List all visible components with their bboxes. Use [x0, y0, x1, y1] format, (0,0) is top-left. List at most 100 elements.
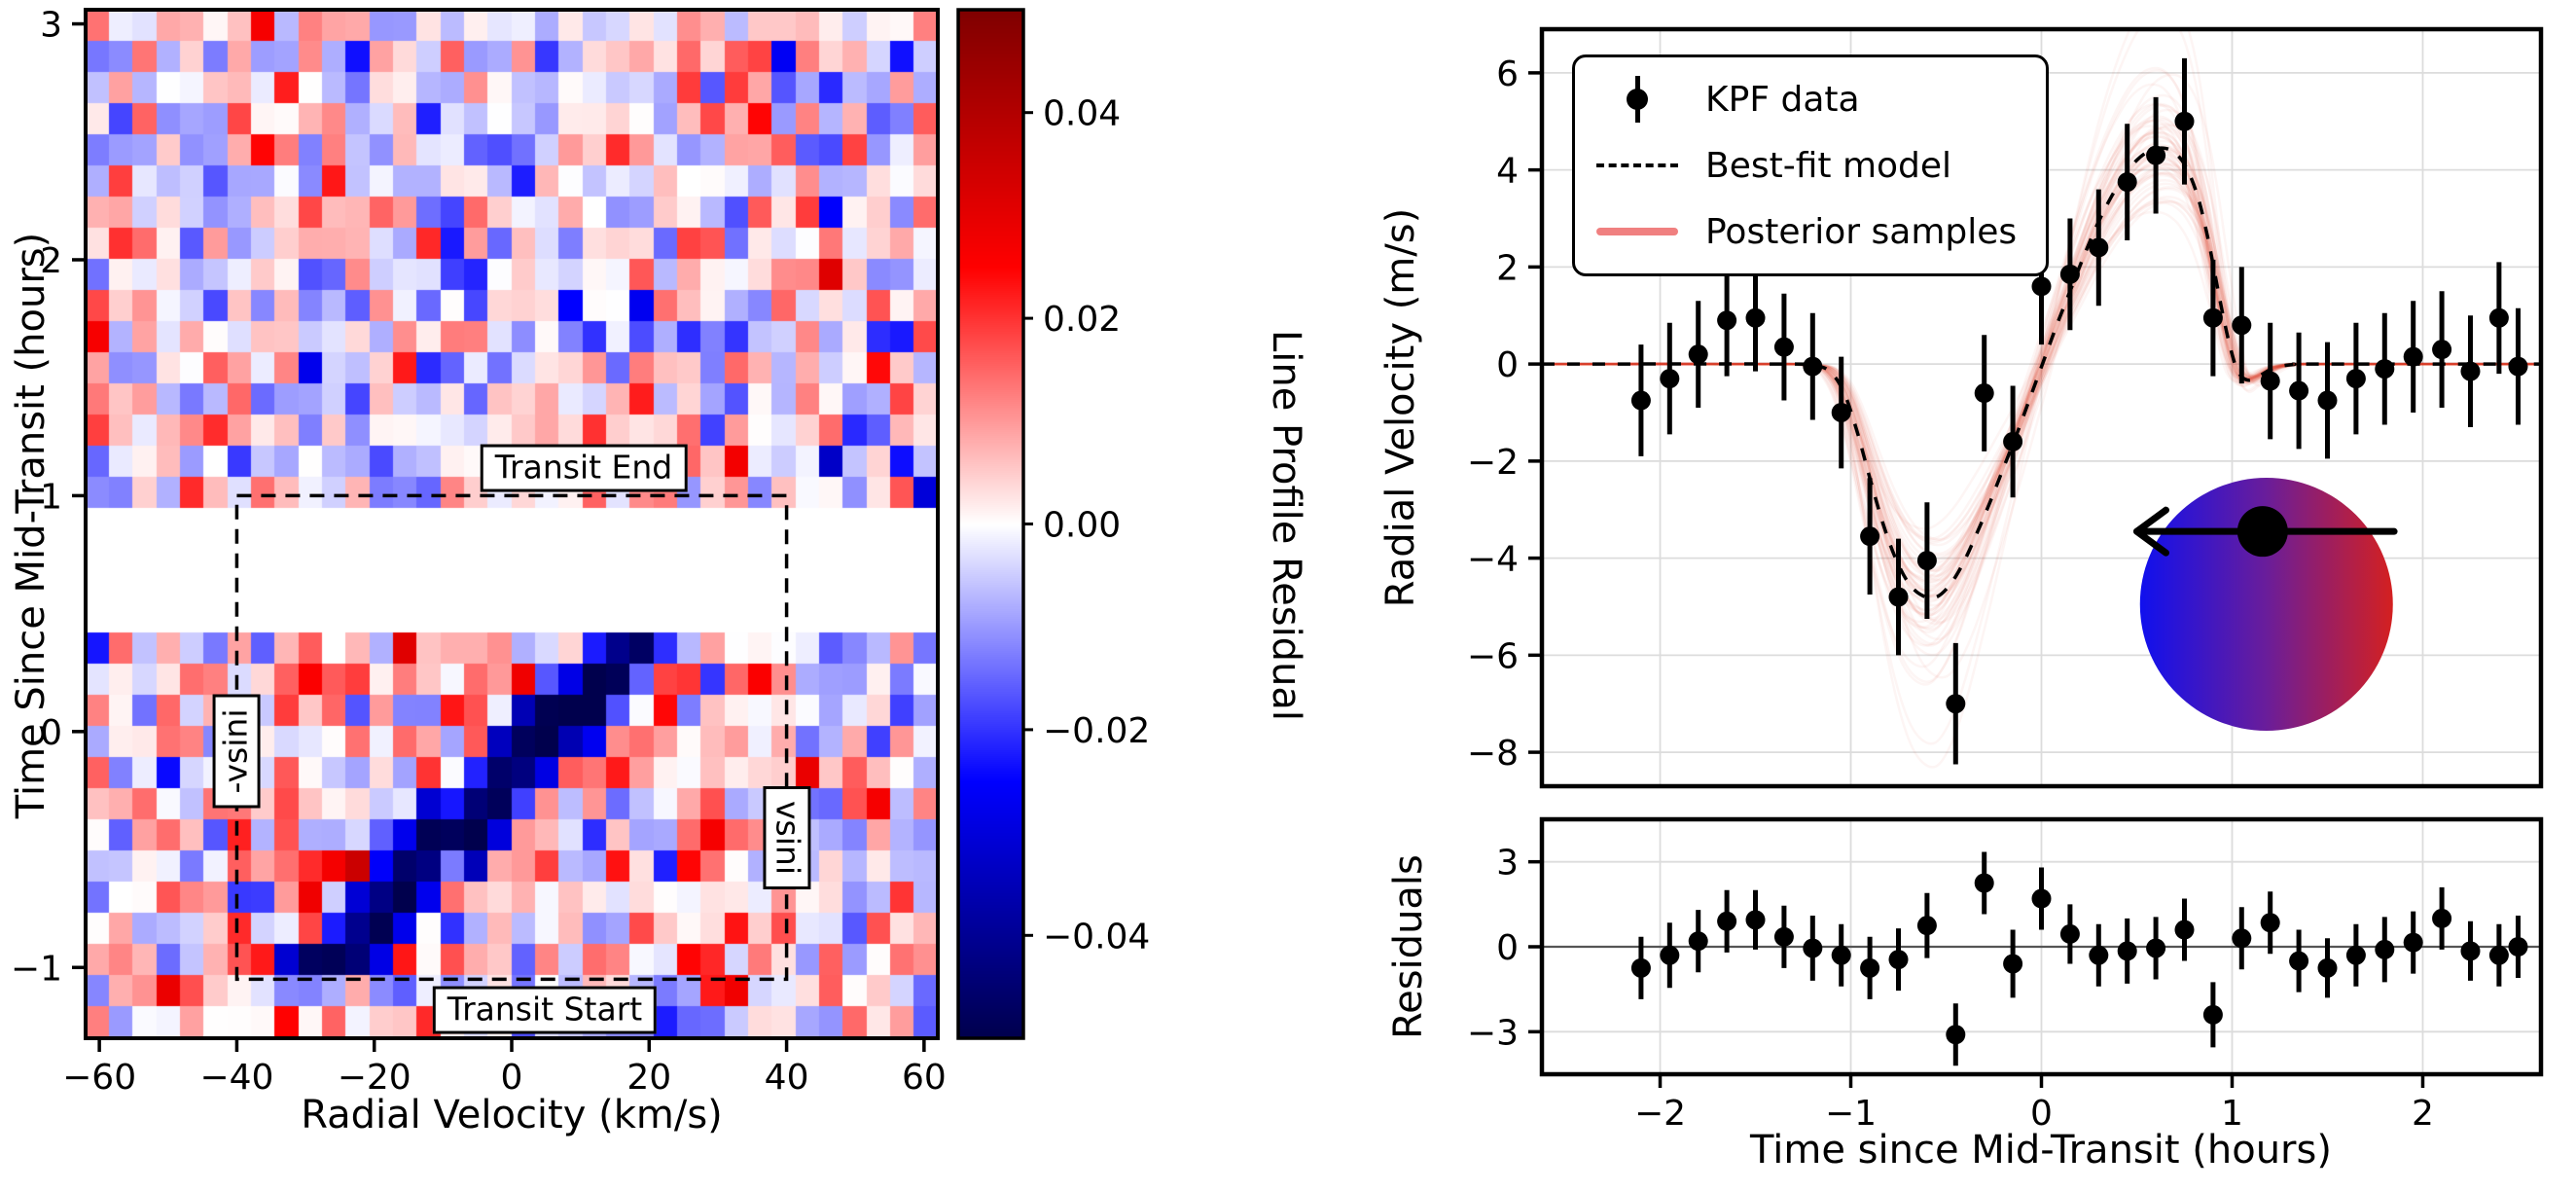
thick-line-icon — [1596, 228, 1678, 235]
y-tick-label: −1 — [11, 949, 62, 989]
rv-data-point — [1745, 307, 1766, 328]
residual-data-point — [1888, 950, 1909, 970]
neg-vsini-annotation: -vsini — [212, 694, 261, 809]
residual-data-point — [2003, 954, 2023, 974]
bottom-x-axis-label: Time since Mid-Transit (hours) — [1750, 1128, 2332, 1173]
x-tick-label: 60 — [902, 1058, 947, 1098]
y-tick-label: 1 — [40, 477, 62, 517]
residual-data-point — [2508, 937, 2528, 956]
rv-data-point — [2003, 431, 2023, 451]
x-tick-label: 40 — [765, 1058, 809, 1098]
y-tick-label: 0 — [40, 713, 62, 753]
rv-data-point — [1860, 526, 1880, 547]
rv-data-point — [2345, 369, 2366, 389]
residual-data-point — [2031, 888, 2052, 909]
x-tick-label: −60 — [62, 1058, 136, 1098]
residual-data-point — [1860, 957, 1880, 978]
colorbar-tick-label: 0.04 — [1043, 94, 1121, 134]
posterior-sample-curve — [1546, 166, 2541, 578]
legend-label: Best-fit model — [1705, 145, 1952, 186]
y-tick-label: 2 — [40, 241, 62, 281]
y-tick-label: 4 — [1496, 152, 1519, 192]
rv-data-point — [2317, 390, 2338, 411]
y-tick-label: −4 — [1467, 540, 1519, 580]
rv-data-point — [2174, 111, 2195, 131]
residual-data-point — [1831, 945, 1851, 965]
rv-data-point — [2375, 359, 2395, 379]
x-tick-label: −20 — [338, 1058, 411, 1098]
rv-data-point — [2232, 315, 2252, 336]
posterior-sample-curve — [1545, 145, 2541, 601]
rv-data-point — [1946, 694, 1966, 714]
residual-data-point — [2289, 951, 2309, 971]
planet-dot-icon — [2236, 506, 2288, 558]
rv-data-point — [2508, 356, 2528, 377]
rv-data-point — [2146, 145, 2166, 165]
residual-data-point — [2174, 920, 2195, 940]
legend-item-posterior-samples: Posterior samples — [1596, 203, 2017, 260]
residual-data-point — [1773, 926, 1794, 947]
star-disk-icon — [2139, 477, 2393, 731]
y-tick-label: 0 — [1496, 345, 1519, 385]
left-x-axis-label: Radial Velocity (km/s) — [301, 1093, 723, 1137]
dashed-line-icon — [1596, 163, 1678, 167]
transit-end-annotation: Transit End — [480, 444, 688, 492]
x-tick-label: 0 — [501, 1058, 523, 1098]
residual-data-point — [2403, 932, 2423, 953]
x-tick-label: −40 — [199, 1058, 273, 1098]
y-tick-label: 3 — [40, 6, 62, 46]
rv-data-point — [2202, 307, 2223, 328]
rv-data-point — [1831, 402, 1851, 422]
posterior-sample-curve — [1542, 165, 2534, 579]
x-tick-label: −2 — [1634, 1094, 1686, 1134]
rv-data-point — [1974, 383, 1994, 404]
posterior-sample-curve — [1542, 83, 2532, 668]
x-tick-label: 0 — [2030, 1094, 2053, 1134]
rv-data-point — [2059, 264, 2080, 284]
residual-data-point — [2202, 1004, 2223, 1025]
residual-data-point — [2488, 945, 2509, 965]
residual-data-point — [1688, 931, 1708, 952]
residual-data-point — [1916, 916, 1937, 936]
rv-panel-border — [1539, 26, 2544, 789]
colorbar-border — [956, 8, 1025, 1040]
rv-data-point — [1803, 356, 1823, 377]
residual-data-point — [1803, 938, 1823, 958]
legend-item-best-fit-model: Best-fit model — [1596, 137, 2017, 194]
left-panel: −60 −40 −20 0 20 40 60 −1 0 1 2 3 0.04 0.02 0.00 −0.02 −… — [11, 6, 1150, 1098]
posterior-sample-curve — [1545, 179, 2541, 564]
colorbar-label: Line Profile Residual — [1264, 329, 1308, 722]
rv-data-point — [1916, 551, 1937, 571]
rv-data-point — [1688, 344, 1708, 365]
legend-label: KPF data — [1705, 79, 1860, 120]
posterior-sample-curve — [1542, 131, 2535, 616]
posterior-sample-curve — [1542, 119, 2532, 630]
posterior-sample-curve — [1542, 29, 2541, 769]
x-tick-label: −1 — [1825, 1094, 1877, 1134]
residuals-panel-border — [1539, 816, 2544, 1077]
residual-data-point — [2260, 913, 2280, 933]
colorbar-gradient — [958, 10, 1023, 1038]
colorbar-tick-label: −0.02 — [1043, 711, 1150, 751]
rv-y-axis-label: Radial Velocity (m/s) — [1378, 207, 1423, 608]
legend-label: Posterior samples — [1705, 211, 2018, 252]
residual-data-point — [1745, 910, 1766, 930]
transit-start-annotation: Transit Start — [432, 986, 658, 1034]
y-tick-label: −3 — [1467, 1013, 1519, 1053]
errorbar-point-icon — [1596, 76, 1678, 123]
residuals-panel: 3 0 −3 −2 −1 0 1 2 — [1467, 816, 2544, 1134]
residual-data-point — [2117, 941, 2137, 961]
residual-data-point — [2345, 945, 2366, 965]
x-tick-label: 20 — [626, 1058, 671, 1098]
rv-data-point — [2403, 346, 2423, 367]
rv-data-point — [2031, 276, 2052, 297]
y-tick-label: 0 — [1496, 928, 1519, 968]
residual-data-point — [1660, 945, 1680, 965]
posterior-sample-curve — [1542, 146, 2534, 599]
rv-data-point — [1888, 587, 1909, 607]
pos-vsini-annotation: vsini — [763, 786, 811, 889]
heatmap-border — [84, 8, 940, 1040]
rv-data-point — [2260, 371, 2280, 391]
